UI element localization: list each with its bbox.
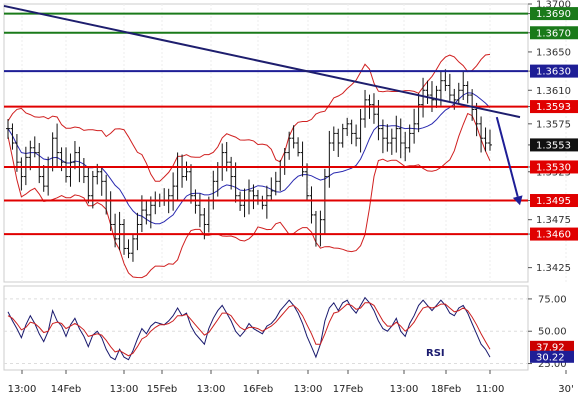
forecast-arrow-group [495,116,523,206]
x-tick-label-7: 17Feb [333,384,363,395]
x-tick-label-1: 14Feb [51,384,81,395]
level-badge-label-5: 1.3495 [536,196,571,207]
horizontal-levels [4,12,528,236]
rsi-tick-label-0: 75.00 [538,294,567,305]
price-bars [6,69,492,262]
rsi-tick-label-1: 50.00 [538,327,567,338]
level-badge-label-1: 1.3670 [536,28,571,39]
x-tick-label-11: 30' [558,384,573,395]
x-tick-label-3: 15Feb [147,384,177,395]
rsi-tick-label-2: 25.00 [538,359,567,370]
rsi-badge-label-0: 37.92 [536,342,565,353]
rsi-badge-0 [530,340,574,353]
level-badge-5 [530,194,578,208]
forecast-arrow-head [512,195,523,206]
x-tick-label-5: 16Feb [243,384,273,395]
current-price-badge [530,138,578,152]
x-tick-label-0: 13:00 [8,384,37,395]
level-badge-label-0: 1.3690 [536,9,571,20]
rsi-badge-label-1: 30.22 [536,352,565,363]
level-badge-2 [530,64,578,78]
level-badge-label-3: 1.3593 [536,102,571,113]
trendline-group [3,4,521,119]
trendline [3,4,521,119]
price-panel-frame [3,3,529,283]
level-badge-label-6: 1.3460 [536,230,571,241]
x-axis-ticks: 13:00 14Feb 13:00 15Feb 13:00 16Feb 13:00 17Feb… [8,370,574,395]
x-tick-label-4: 13:00 [197,384,226,395]
level-badge-3 [530,100,578,114]
rsi-series-0 [7,296,491,361]
price-tick-label-0: 1.3700 [536,0,571,11]
price-tick-label-5: 1.3610 [536,86,571,97]
x-tick-label-10: 11:00 [476,384,505,395]
level-badge-0 [530,7,578,21]
rsi-y-ticks: 75.00 50.00 25.00 [528,294,567,370]
level-badge-1 [530,26,578,40]
level-badge-label-2: 1.3630 [536,67,571,78]
price-tick-label-14: 1.3425 [536,263,571,274]
forecast-arrow-shaft [495,116,519,197]
x-tick-label-2: 13:00 [110,384,139,395]
x-tick-label-9: 18Feb [431,384,461,395]
rsi-lines [7,296,491,361]
rsi-label: RSI [426,348,445,359]
level-badge-6 [530,227,578,241]
price-tick-label-3: 1.3650 [536,47,571,58]
level-badge-label-4: 1.3530 [536,162,571,173]
current-price-label: 1.3553 [536,140,571,151]
rsi-series-1 [7,302,491,357]
level-badge-4 [530,160,578,174]
x-tick-label-6: 13:00 [294,384,323,395]
bollinger-lower-band [7,112,491,279]
price-tick-label-7: 1.3575 [536,119,571,130]
x-tick-label-8: 13:00 [390,384,419,395]
level-badges: 1.3690 1.3670 1.3630 1.3593 1.3530 1.3495 1.34… [530,7,578,241]
price-tick-label-12: 1.3475 [536,215,571,226]
rsi-badge-1 [530,350,574,363]
bollinger-upper-band [7,53,491,182]
